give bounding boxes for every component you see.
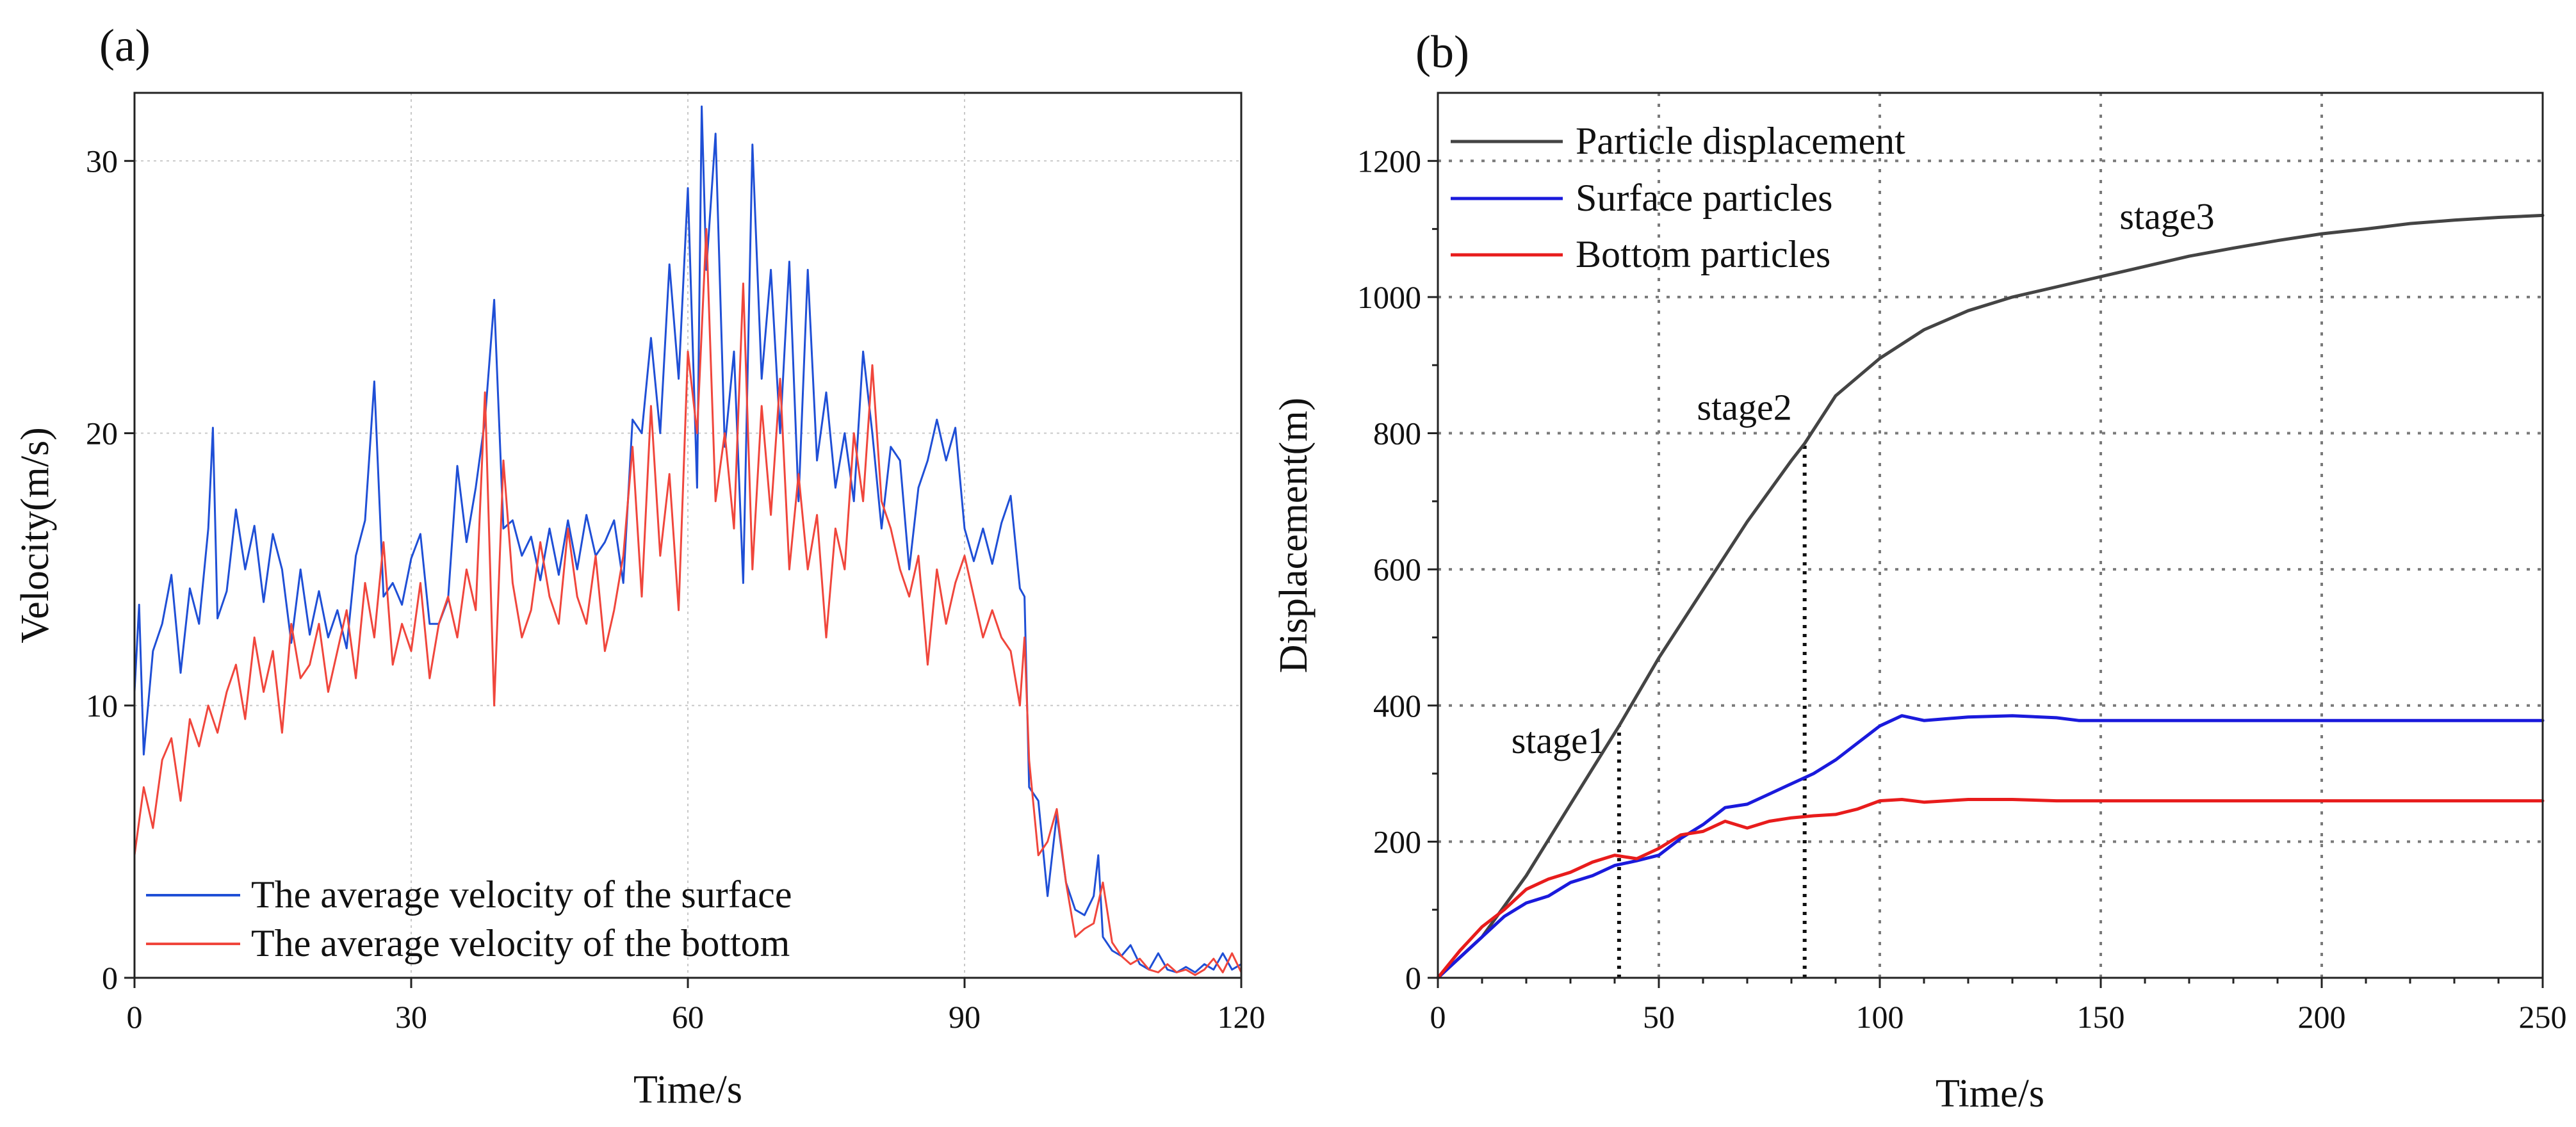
legend-a-bottom-label: The average velocity of the bottom xyxy=(251,922,790,964)
panel-b: (b) stage1 stage2 stage3 0 50 100 150 200 250 0 2… xyxy=(1272,26,2567,1115)
legend-b-surface-label: Surface particles xyxy=(1576,177,1832,219)
y-tick-label: 600 xyxy=(1373,551,1421,587)
x-tick-label: 30 xyxy=(395,999,427,1035)
panel-b-ticks: 0 50 100 150 200 250 0 200 400 600 800 1000 1200 xyxy=(1357,143,2567,1035)
x-tick-label: 0 xyxy=(127,999,143,1035)
x-tick-label: 60 xyxy=(672,999,704,1035)
stage-label-stage3: stage3 xyxy=(2119,196,2214,238)
y-tick-label: 400 xyxy=(1373,688,1421,724)
panel-b-label: (b) xyxy=(1415,26,1469,77)
y-tick-label: 20 xyxy=(86,416,118,451)
x-tick-label: 100 xyxy=(1856,999,1904,1035)
y-tick-label: 200 xyxy=(1373,823,1421,859)
x-tick-label: 250 xyxy=(2519,999,2567,1035)
panel-a-grid xyxy=(135,93,1241,978)
panel-b-annotations: stage1 stage2 stage3 xyxy=(1512,196,2215,978)
y-tick-label: 1200 xyxy=(1357,143,1421,179)
panel-a: (a) 0 30 60 90 120 0 10 20 30 Time/s Velocity(m/… xyxy=(13,20,1266,1112)
legend-b-particle-label: Particle displacement xyxy=(1576,120,1905,162)
panel-a-y-axis-title: Velocity(m/s) xyxy=(13,427,57,644)
y-tick-label: 0 xyxy=(102,960,118,996)
series-line-particle-displacement xyxy=(1436,213,2545,980)
y-tick-label: 800 xyxy=(1373,416,1421,451)
x-tick-label: 150 xyxy=(2077,999,2125,1035)
x-tick-label: 200 xyxy=(2298,999,2346,1035)
y-tick-label: 0 xyxy=(1405,960,1421,996)
panel-b-plot-frame xyxy=(1437,92,2544,979)
panel-a-label: (a) xyxy=(99,20,151,71)
y-tick-label: 1000 xyxy=(1357,279,1421,315)
panel-a-ticks: 0 30 60 90 120 0 10 20 30 xyxy=(86,143,1266,1035)
panel-b-y-axis-title: Displacement(m) xyxy=(1272,398,1316,673)
x-tick-label: 90 xyxy=(949,999,981,1035)
panel-b-grid xyxy=(1438,93,2543,978)
panel-b-x-axis-title: Time/s xyxy=(1936,1072,2044,1115)
x-tick-label: 0 xyxy=(1430,999,1446,1035)
series-line-bottom-particles xyxy=(1436,798,2545,980)
panel-b-series xyxy=(1436,213,2545,980)
stage-label-stage1: stage1 xyxy=(1512,720,1606,761)
x-tick-label: 50 xyxy=(1643,999,1675,1035)
x-tick-label: 120 xyxy=(1218,999,1266,1035)
panel-a-x-axis-title: Time/s xyxy=(633,1068,742,1112)
y-tick-label: 10 xyxy=(86,688,118,724)
legend-b-bottom-label: Bottom particles xyxy=(1576,233,1830,275)
series-line-the-average-velocity-of-the-bottom xyxy=(133,228,1243,977)
series-line-surface-particles xyxy=(1436,714,2545,980)
panel-b-legend: Particle displacement Surface particles … xyxy=(1451,120,1905,275)
panel-a-series xyxy=(133,105,1243,977)
stage-label-stage2: stage2 xyxy=(1697,386,1792,428)
panel-a-legend: The average velocity of the surface The … xyxy=(146,873,792,964)
legend-a-surface-label: The average velocity of the surface xyxy=(251,873,792,916)
y-tick-label: 30 xyxy=(86,143,118,179)
